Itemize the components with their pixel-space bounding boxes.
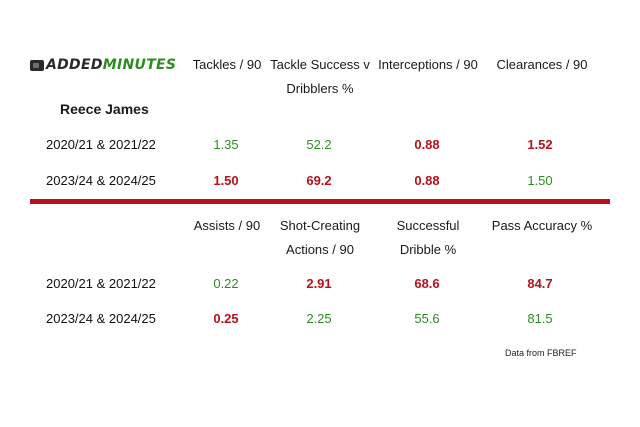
t2-col-header-3: Successful Dribble % [390, 214, 466, 262]
t1-r1-c4: 1.52 [527, 137, 553, 152]
t2-row-label-2: 2023/24 & 2024/25 [46, 311, 156, 326]
brand-logo: ADDED MINUTES [30, 56, 176, 74]
t1-r2-c3: 0.88 [414, 173, 440, 188]
source-note: Data from FBREF [505, 348, 577, 358]
t1-row-label-2: 2023/24 & 2024/25 [46, 173, 156, 188]
t1-col-header-3: Interceptions / 90 [378, 57, 478, 72]
t1-r1-c3: 0.88 [414, 137, 440, 152]
t1-row-label-1: 2020/21 & 2021/22 [46, 137, 156, 152]
t2-r2-c3: 55.6 [414, 311, 440, 326]
t2-r2-c4: 81.5 [527, 311, 553, 326]
t2-col-header-4: Pass Accuracy % [491, 218, 593, 233]
t2-r1-c3: 68.6 [414, 276, 440, 291]
t1-col-header-1: Tackles / 90 [192, 57, 262, 72]
player-name: Reece James [60, 101, 149, 117]
t2-row-label-1: 2020/21 & 2021/22 [46, 276, 156, 291]
t2-col-header-3-text: Successful Dribble % [396, 218, 460, 257]
t1-r2-c4: 1.50 [527, 173, 553, 188]
section-divider [30, 199, 610, 204]
t2-col-header-2-text: Shot-Creating Actions / 90 [279, 218, 361, 257]
t2-col-header-1: Assists / 90 [193, 218, 261, 233]
t1-r1-c2: 52.2 [306, 137, 332, 152]
t1-r2-c2: 69.2 [306, 173, 332, 188]
t1-col-header-2-text: Tackle Success v Dribblers % [270, 57, 370, 96]
t1-r1-c1: 1.35 [213, 137, 239, 152]
t1-r2-c1: 1.50 [213, 173, 239, 188]
tablet-icon [30, 59, 44, 71]
t2-r1-c2: 2.91 [306, 276, 332, 291]
logo-text-minutes: MINUTES [102, 57, 177, 73]
logo-text-added: ADDED [46, 57, 103, 73]
t2-r1-c4: 84.7 [527, 276, 553, 291]
t2-r2-c1: 0.25 [213, 311, 239, 326]
t1-col-header-2: Tackle Success v Dribblers % [270, 53, 370, 101]
t2-r1-c1: 0.22 [213, 276, 239, 291]
t2-col-header-2: Shot-Creating Actions / 90 [272, 214, 368, 262]
t1-col-header-4: Clearances / 90 [496, 57, 588, 72]
t2-r2-c2: 2.25 [306, 311, 332, 326]
